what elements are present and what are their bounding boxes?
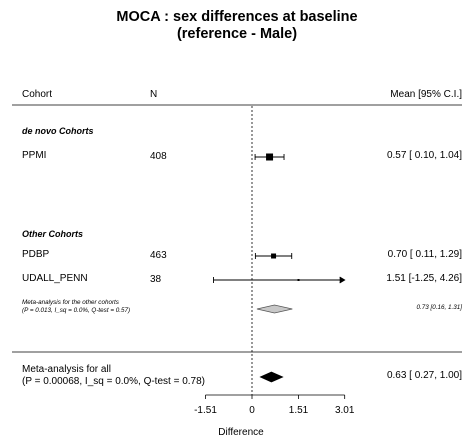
point-estimate-udall-penn [297,279,300,281]
x-tick-label: 3.01 [334,405,355,416]
chart-title-line2: (reference - Male) [176,26,298,42]
group-label-de-novo: de novo Cohorts [22,126,94,136]
point-estimate-ppmi [266,153,274,161]
column-header-cohort: Cohort [22,89,53,100]
x-tick-label: 0 [249,405,255,416]
column-header-n: N [150,89,158,100]
study-n-pdbp: 463 [150,250,167,261]
point-estimate-pdbp [271,253,277,259]
overall-meta-ci: 0.63 [ 0.27, 1.00] [386,370,462,381]
overall-meta-label-line1: Meta-analysis for all [22,364,111,375]
overall-meta-diamond [259,371,284,383]
study-n-udall-penn: 38 [150,274,162,285]
study-ci-pdbp: 0.70 [ 0.11, 1.29] [387,249,462,260]
column-header-mean-ci: Mean [95% C.I.] [390,89,462,100]
study-name-pdbp: PDBP [22,249,50,260]
study-ci-udall-penn: 1.51 [-1.25, 4.26] [386,273,462,284]
subgroup-meta-label-line1: Meta-analysis for the other cohorts [22,299,119,306]
study-ci-ppmi: 0.57 [ 0.10, 1.04] [386,150,462,161]
group-label-other: Other Cohorts [22,229,84,239]
study-n-ppmi: 408 [150,151,167,162]
study-name-ppmi: PPMI [22,150,47,161]
subgroup-meta-diamond [256,304,293,314]
x-tick-label: -1.51 [194,405,217,416]
chart-title-line1: MOCA : sex differences at baseline [116,9,358,25]
subgroup-meta-ci: 0.73 [0.16, 1.31] [416,304,462,311]
x-tick-label: 1.51 [288,405,309,416]
subgroup-meta-label-line2: (P = 0.013, I_sq = 0.0%, Q-test = 0.57) [22,307,131,314]
ci-arrow-right-udall-penn [339,276,346,284]
x-axis-label: Difference [218,427,264,438]
study-name-udall-penn: UDALL_PENN [22,273,88,284]
overall-meta-label-line2: (P = 0.00068, I_sq = 0.0%, Q-test = 0.78… [22,376,205,387]
